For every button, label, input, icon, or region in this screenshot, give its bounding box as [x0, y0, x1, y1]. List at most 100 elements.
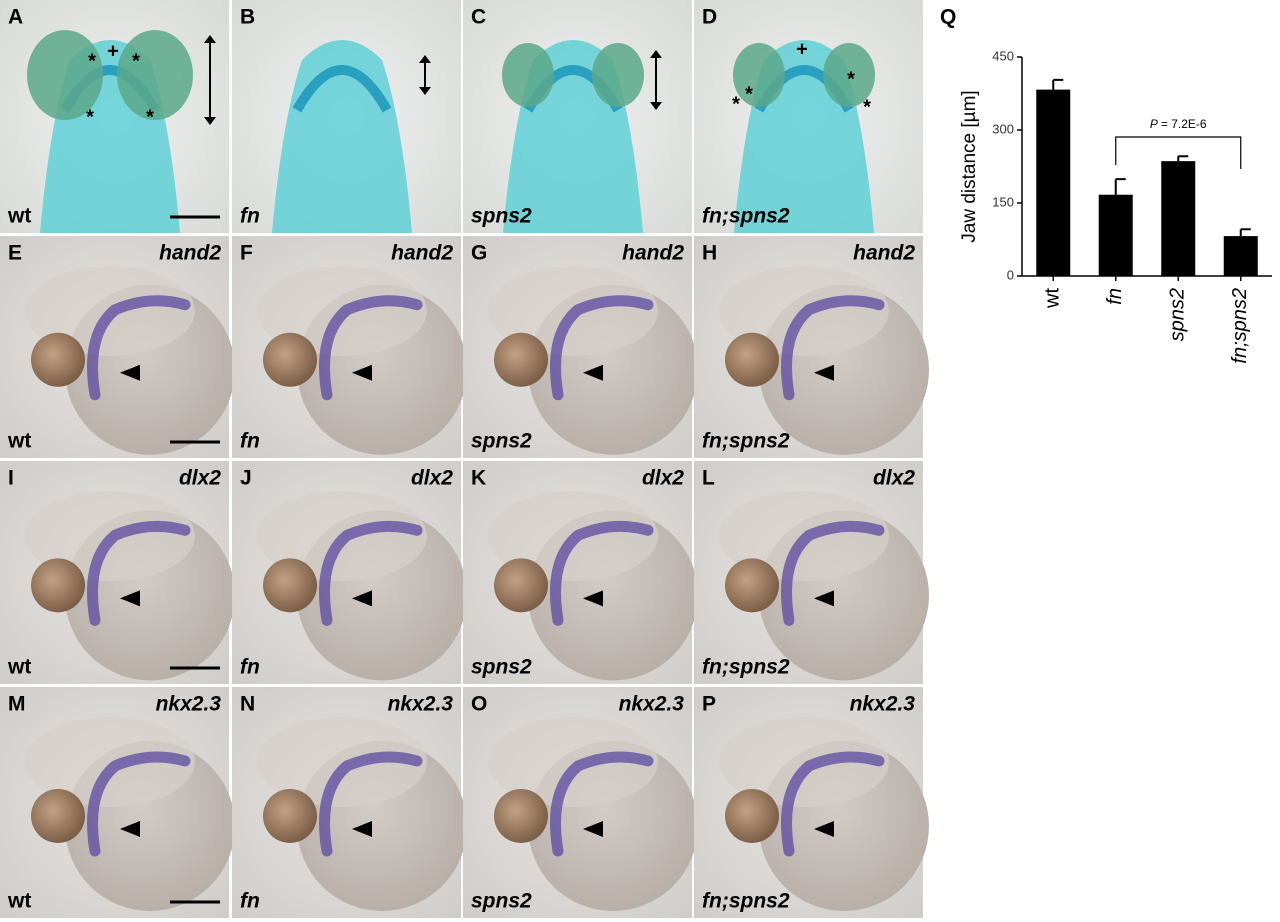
y-tick-label: 150	[992, 194, 1014, 209]
genotype-label: fn;spns2	[702, 430, 790, 453]
genotype-label: spns2	[471, 430, 532, 453]
eye	[263, 332, 317, 387]
genotype-label: wt	[7, 890, 31, 913]
genotype-label: wt	[7, 205, 31, 228]
marker-symbol: *	[146, 106, 154, 128]
y-tick-label: 0	[1007, 267, 1014, 282]
panel-letter: P	[702, 693, 716, 716]
head	[25, 717, 195, 807]
bar	[1036, 89, 1071, 277]
gene-label: hand2	[391, 242, 453, 265]
panel-letter: A	[8, 6, 23, 29]
arrowhead	[352, 364, 372, 381]
eye	[31, 558, 85, 613]
gene-label: dlx2	[873, 467, 915, 490]
x-tick-label: fn	[1104, 288, 1126, 305]
genotype-label: fn;spns2	[702, 656, 790, 679]
gene-label: hand2	[159, 242, 221, 265]
expression-stripe	[550, 295, 654, 401]
marker-symbol: *	[132, 50, 140, 72]
eye	[117, 30, 193, 120]
x-tick-label: spns2	[1167, 288, 1189, 341]
expression-stripe	[550, 520, 654, 626]
y-tick-label: 450	[992, 48, 1014, 63]
expression-stripe	[550, 751, 654, 857]
genotype-label: spns2	[471, 205, 532, 228]
eye	[502, 43, 554, 107]
expression-stripe	[319, 751, 423, 857]
panel-letter: L	[702, 467, 715, 490]
head	[257, 717, 427, 807]
bar	[1098, 194, 1133, 276]
error-bar	[1239, 228, 1251, 237]
arrowhead	[814, 590, 834, 607]
eye	[263, 788, 317, 843]
marker-symbol: *	[86, 106, 94, 128]
eye	[725, 788, 779, 843]
genotype-label: fn	[240, 205, 260, 228]
arrow-head	[419, 55, 431, 95]
eye	[31, 788, 85, 843]
panel-letter: C	[471, 6, 486, 29]
panel-letter: H	[702, 242, 717, 265]
marker-symbol: *	[745, 83, 753, 105]
expression-stripe	[781, 751, 885, 857]
expression-stripe	[319, 520, 423, 626]
gene-label: nkx2.3	[619, 693, 685, 716]
arrowhead	[120, 364, 140, 381]
jaw-cartilage	[292, 65, 392, 113]
arrowhead	[814, 364, 834, 381]
marker-symbol: *	[847, 68, 855, 90]
gene-label: nkx2.3	[850, 693, 916, 716]
marker-symbol: *	[88, 50, 96, 72]
panel-letter: B	[240, 6, 255, 29]
panel-letter: M	[8, 693, 26, 716]
arrowhead	[352, 820, 372, 837]
panel-letter: N	[240, 693, 255, 716]
p-text: = 7.2E-6	[1161, 117, 1207, 131]
expression-stripe	[319, 295, 423, 401]
arrowhead	[583, 820, 603, 837]
arrowhead	[583, 590, 603, 607]
expression-stripe	[781, 520, 885, 626]
genotype-label: fn;spns2	[702, 890, 790, 913]
eye	[494, 788, 548, 843]
eye	[31, 332, 85, 387]
eye	[494, 332, 548, 387]
eye	[263, 558, 317, 613]
eye	[725, 332, 779, 387]
marker-symbol: *	[732, 93, 740, 115]
x-tick-label: fn;spns2	[1229, 288, 1251, 364]
genotype-label: spns2	[471, 890, 532, 913]
eye	[725, 558, 779, 613]
arrowhead	[120, 820, 140, 837]
panel-letter: G	[471, 242, 487, 265]
panel-letter: D	[702, 6, 717, 29]
eye	[823, 43, 875, 107]
panel-letter: O	[471, 693, 487, 716]
eye	[27, 30, 103, 120]
y-axis-label: Jaw distance [µm]	[959, 90, 980, 242]
x-tick-label: wt	[1042, 288, 1064, 309]
marker-symbol: *	[863, 96, 871, 118]
genotype-label: wt	[7, 430, 31, 453]
significance-bracket	[1115, 136, 1242, 169]
bar	[1161, 161, 1196, 276]
expression-stripe	[87, 295, 191, 401]
panel-letter: F	[240, 242, 253, 265]
error-bar	[1052, 78, 1064, 90]
eye	[494, 558, 548, 613]
gene-label: dlx2	[179, 467, 221, 490]
error-bar	[1114, 178, 1126, 195]
panel-letter: J	[240, 467, 252, 490]
arrowhead	[814, 820, 834, 837]
gene-label: nkx2.3	[156, 693, 222, 716]
marker-symbol: +	[107, 40, 119, 62]
panel-letter: Q	[940, 6, 956, 29]
head	[719, 717, 889, 807]
genotype-label: fn	[240, 890, 260, 913]
arrowhead	[120, 590, 140, 607]
panel-letter: K	[471, 467, 486, 490]
expression-stripe	[87, 520, 191, 626]
